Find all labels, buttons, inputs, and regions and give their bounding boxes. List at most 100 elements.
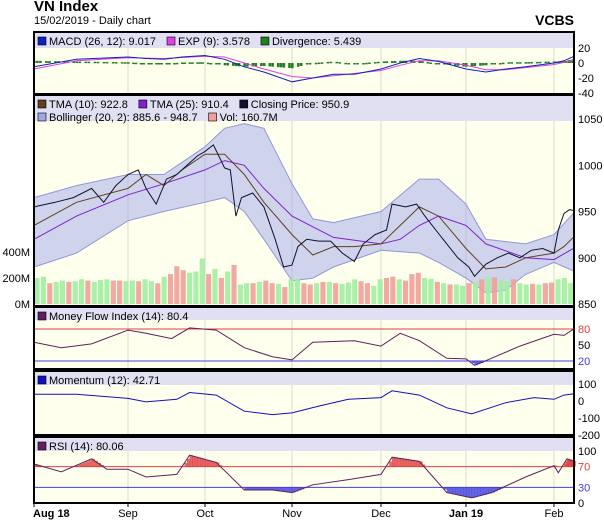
legend-label: MACD (26, 12): 9.017 (49, 36, 156, 48)
volume-bar (479, 279, 485, 304)
divergence-bar (150, 63, 153, 65)
y-tick-label: 0 (578, 396, 584, 408)
momentum-line (34, 390, 575, 416)
divergence-bar (493, 63, 496, 65)
divergence-bar (338, 62, 342, 64)
overbought-fill (79, 464, 83, 467)
legend-swatch (260, 36, 270, 46)
legend-band-momentum (34, 371, 574, 385)
y-tick-label: 1050 (578, 114, 602, 126)
overbought-fill (184, 462, 188, 467)
divergence-bar (527, 62, 531, 64)
x-tick-label: Sep (118, 508, 138, 520)
divergence-bar (155, 63, 158, 65)
divergence-bar (39, 60, 42, 63)
volume-bar (326, 281, 332, 304)
overbought-fill (91, 458, 95, 467)
legend-swatch (37, 36, 47, 46)
divergence-bar (571, 59, 575, 63)
divergence-bar (320, 62, 324, 64)
legend-label: Bollinger (20, 2): 885.6 - 948.7 (49, 112, 198, 124)
legend-band-price (34, 95, 574, 121)
divergence-bar (234, 63, 238, 67)
overbought-fill (88, 460, 92, 467)
overbought-fill (192, 455, 196, 467)
oversold-fill (471, 361, 475, 364)
oversold-fill (460, 487, 464, 496)
legend-swatch (208, 112, 217, 122)
divergence-bar (183, 62, 187, 64)
legend-swatch (239, 99, 249, 109)
legend-label: TMA (10): 922.8 (49, 99, 128, 111)
divergence-bar (188, 62, 192, 64)
volume-bar (491, 277, 498, 304)
legend-band-rsi (34, 437, 574, 451)
legend-swatch (37, 441, 47, 451)
legend-label: Vol: 160.7M (220, 112, 278, 124)
x-tick-label: Feb (545, 508, 564, 520)
oversold-fill (249, 487, 254, 490)
overbought-fill (419, 461, 423, 467)
divergence-bar (271, 63, 274, 67)
volume-bar (155, 283, 161, 304)
volume-bar (186, 272, 193, 304)
oversold-fill (244, 487, 248, 490)
legend-label: Money Flow Index (14): 80.4 (49, 311, 188, 323)
oversold-fill (247, 487, 251, 490)
divergence-bar (160, 63, 163, 65)
divergence-bar (362, 63, 365, 65)
divergence-bar (558, 61, 562, 63)
oversold-fill (455, 487, 459, 495)
volume-bar (275, 283, 282, 304)
divergence-bar (418, 60, 421, 63)
panel-border (33, 370, 575, 436)
volume-bar (129, 280, 135, 304)
divergence-bar (223, 63, 227, 66)
overbought-fill (202, 458, 206, 467)
divergence-bar (147, 63, 151, 65)
y-tick-label: 80 (578, 324, 590, 336)
divergence-bar (173, 63, 176, 65)
volume-bar (485, 276, 491, 304)
divergence-bar (544, 61, 548, 64)
volume-bar (402, 280, 409, 304)
overbought-fill (197, 457, 201, 467)
overbought-fill (391, 457, 396, 467)
volume-bar (377, 279, 383, 304)
y-tick-label: 70 (578, 462, 590, 474)
volume-bar (523, 284, 529, 304)
divergence-bar (390, 61, 394, 63)
divergence-bar (142, 63, 145, 65)
divergence-bar (75, 61, 79, 63)
divergence-bar (206, 62, 210, 65)
volume-bar (34, 278, 40, 304)
oversold-fill (480, 487, 484, 496)
divergence-bar (484, 63, 488, 66)
divergence-bar (262, 63, 266, 66)
divergence-bar (114, 62, 118, 64)
divergence-bar (434, 63, 438, 65)
overbought-fill (389, 461, 393, 467)
oversold-fill (252, 487, 256, 490)
oversold-fill (457, 487, 461, 495)
divergence-bar (54, 61, 57, 63)
oversold-fill (255, 487, 259, 490)
oversold-fill (280, 487, 284, 492)
overbought-fill (207, 460, 212, 467)
y-tick-label: 20 (578, 43, 590, 55)
volume-bar (294, 279, 301, 304)
divergence-bar (111, 62, 115, 64)
y-tick-label: 900 (578, 253, 596, 265)
y-tick-label: 1000 (578, 160, 602, 172)
overbought-fill (187, 459, 191, 467)
volume-bar (123, 281, 129, 304)
volume-bar (174, 266, 180, 304)
oversold-fill (263, 487, 268, 490)
volume-bar (561, 278, 567, 304)
divergence-bar (299, 63, 303, 66)
volume-bar (40, 276, 47, 304)
divergence-bar (132, 62, 135, 65)
volume-bar (555, 279, 561, 304)
legend-swatch (37, 99, 47, 109)
divergence-bar (218, 63, 221, 65)
